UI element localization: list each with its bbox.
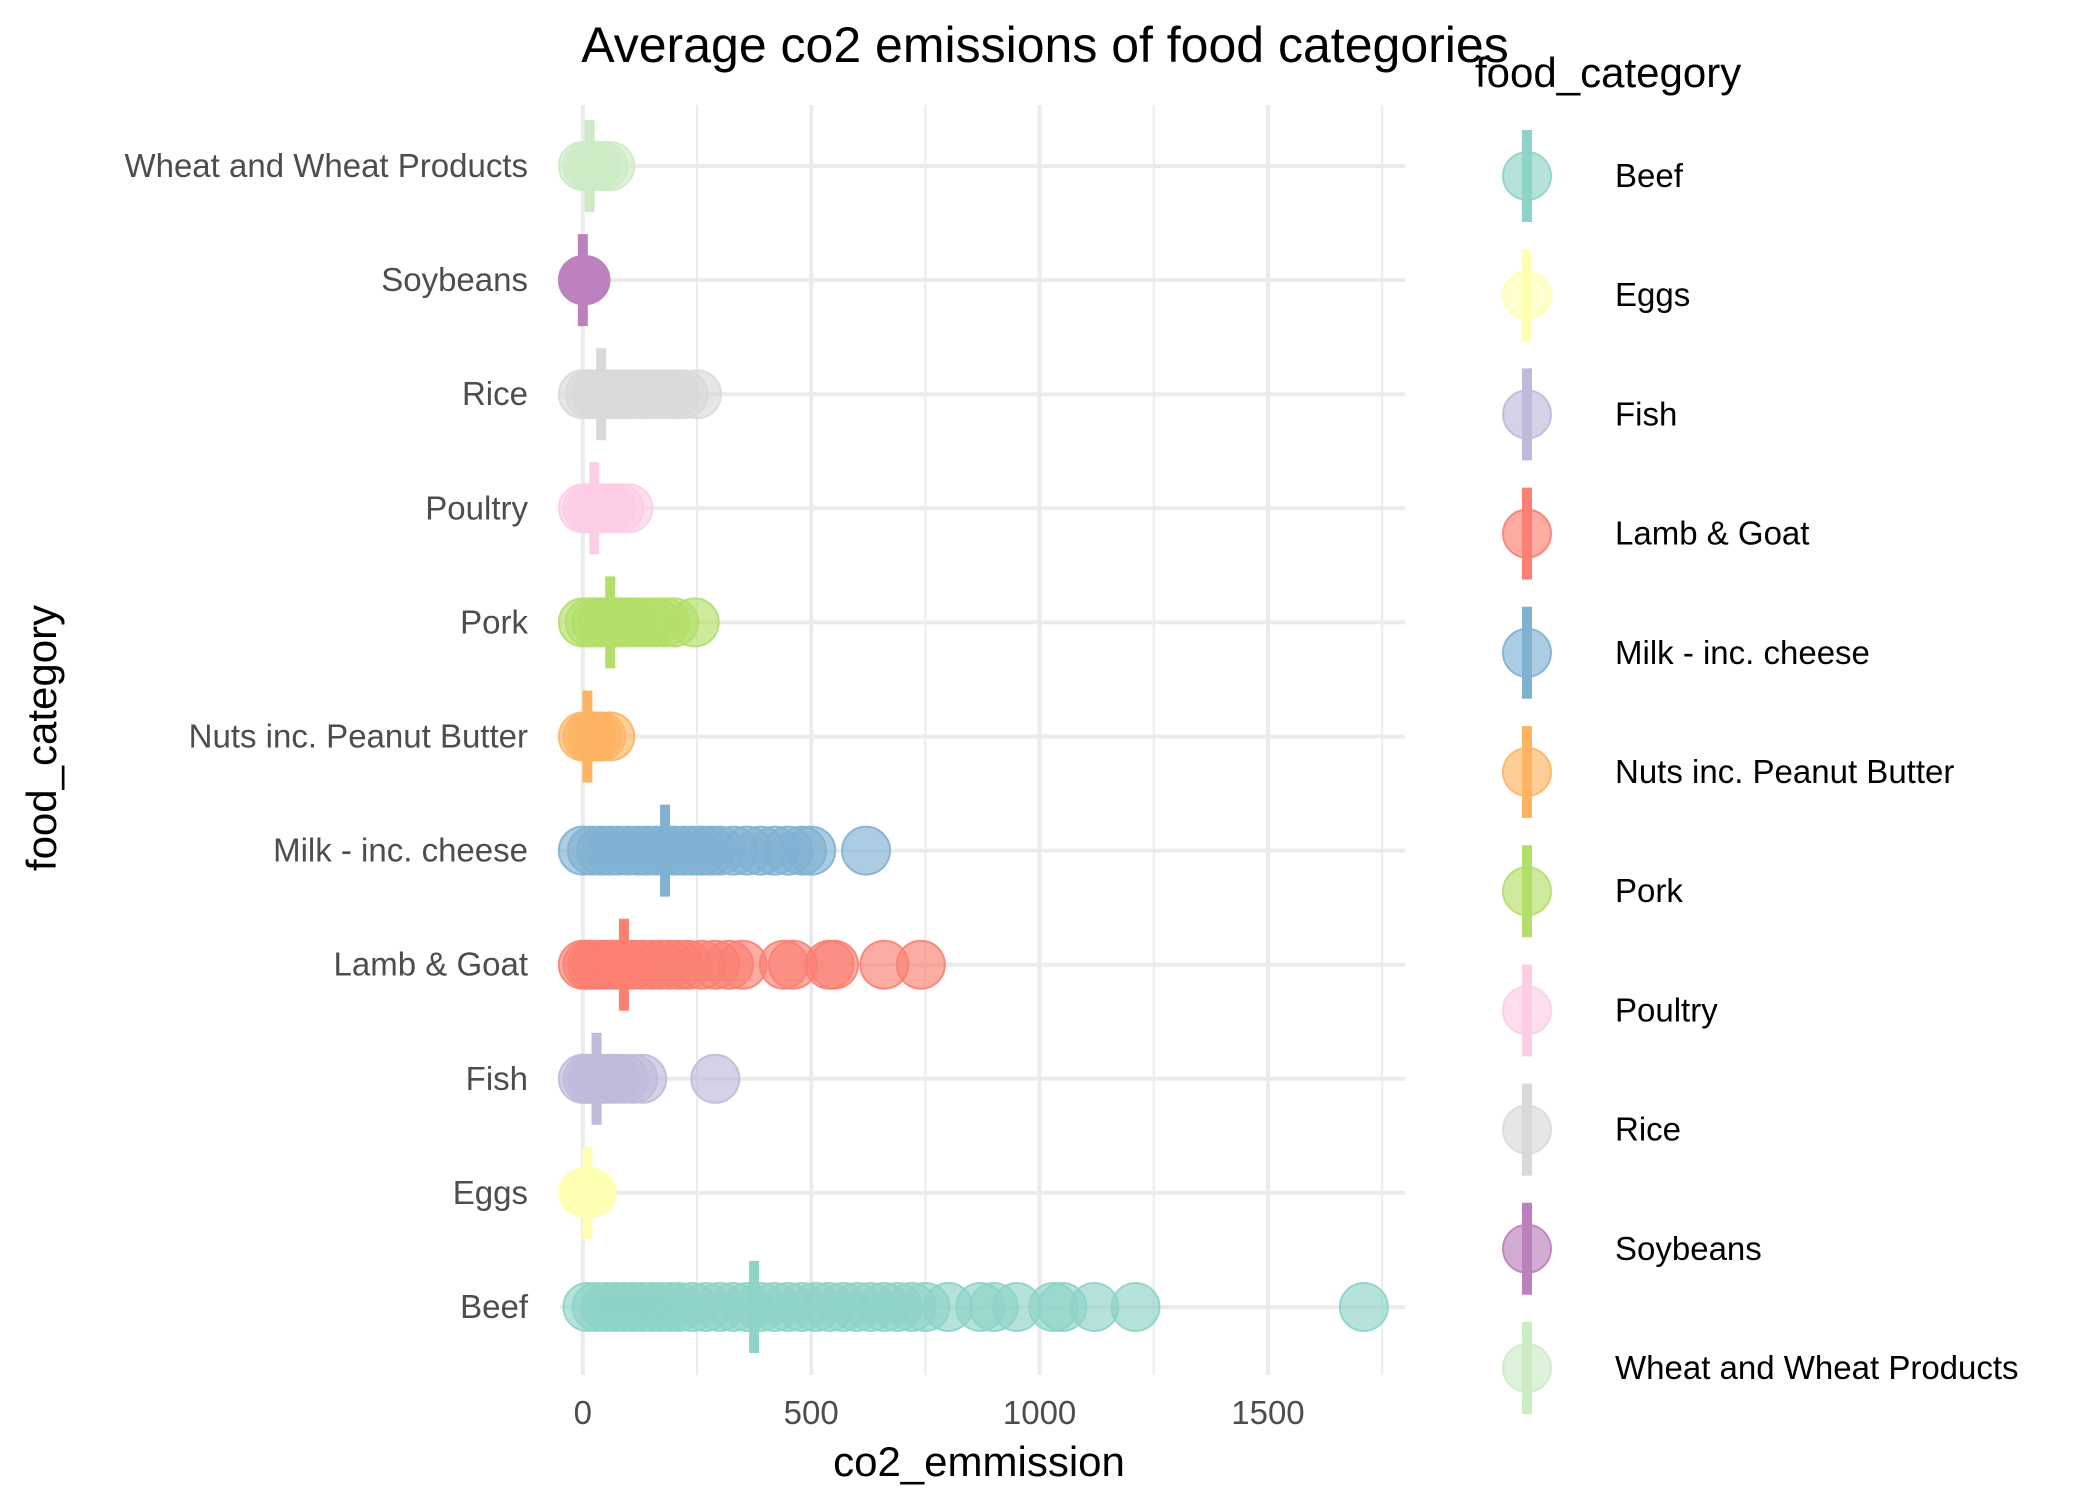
legend-item-milk-inc-cheese: Milk - inc. cheese	[1502, 606, 1870, 699]
y-tick-label: Pork	[460, 603, 528, 640]
legend-item-pork: Pork	[1502, 845, 1683, 938]
series-rice	[557, 348, 723, 441]
legend-item-poultry: Poultry	[1502, 964, 1718, 1057]
legend-items: Beef Eggs Fish Lamb & Goat Milk - inc. chees…	[1502, 130, 2019, 1414]
legend-item-soybeans: Soybeans	[1502, 1202, 1762, 1295]
y-tick-label: Rice	[462, 375, 528, 412]
series-soybeans	[557, 234, 611, 327]
y-axis-label: food_category	[18, 605, 65, 871]
legend-label: Poultry	[1615, 991, 1718, 1028]
legend-title: food_category	[1475, 49, 1741, 96]
legend-item-wheat-and-wheat-products: Wheat and Wheat Products	[1502, 1322, 2019, 1414]
x-tick-label: 1000	[1003, 1394, 1076, 1431]
legend: food_category Beef Eggs Fish Lamb & Goat Mil…	[1475, 49, 2019, 1414]
y-tick-label: Fish	[466, 1060, 528, 1097]
legend-label: Soybeans	[1615, 1230, 1762, 1267]
legend-label: Nuts inc. Peanut Butter	[1615, 753, 1954, 790]
data-point	[603, 483, 654, 534]
grid	[560, 105, 1405, 1375]
legend-item-lamb-goat: Lamb & Goat	[1502, 487, 1809, 580]
y-tick-label: Poultry	[425, 489, 528, 526]
data-point	[690, 1053, 741, 1104]
y-tick-label: Wheat and Wheat Products	[124, 147, 528, 184]
data-point	[1110, 1282, 1161, 1332]
series-poultry	[557, 462, 654, 555]
legend-item-fish: Fish	[1502, 368, 1677, 461]
series-lamb-goat	[557, 918, 946, 1011]
series-wheat-and-wheat-products	[557, 120, 636, 212]
x-tick-label: 0	[574, 1394, 592, 1431]
data-marks	[557, 120, 1389, 1353]
y-tick-label: Nuts inc. Peanut Butter	[189, 718, 528, 755]
legend-item-beef: Beef	[1502, 130, 1684, 222]
y-tick-label: Lamb & Goat	[334, 946, 528, 983]
x-tick-label: 1500	[1231, 1394, 1304, 1431]
legend-label: Milk - inc. cheese	[1615, 634, 1870, 671]
data-point	[585, 711, 636, 762]
x-tick-label: 500	[784, 1394, 839, 1431]
legend-label: Pork	[1615, 872, 1683, 909]
legend-item-rice: Rice	[1502, 1083, 1681, 1176]
series-pork	[557, 576, 720, 669]
data-point	[672, 369, 723, 420]
data-point	[669, 597, 720, 648]
data-point	[809, 939, 860, 990]
legend-label: Wheat and Wheat Products	[1615, 1349, 2019, 1386]
series-nuts-inc-peanut-butter	[557, 690, 636, 783]
y-tick-label: Eggs	[453, 1174, 528, 1211]
data-point	[1338, 1282, 1389, 1332]
series-milk-inc-cheese	[557, 804, 892, 897]
x-axis-label: co2_emmission	[833, 1438, 1125, 1485]
data-point	[841, 825, 892, 876]
series-eggs	[557, 1146, 617, 1239]
legend-label: Eggs	[1615, 276, 1690, 313]
y-tick-label: Soybeans	[381, 261, 528, 298]
series-beef	[562, 1261, 1389, 1353]
legend-label: Rice	[1615, 1111, 1681, 1148]
legend-item-eggs: Eggs	[1502, 249, 1690, 342]
series-fish	[557, 1032, 741, 1125]
legend-label: Lamb & Goat	[1615, 515, 1809, 552]
y-tick-labels: Beef Eggs Fish Lamb & Goat Milk - inc. chees…	[124, 147, 528, 1325]
legend-label: Beef	[1615, 157, 1684, 194]
y-tick-label: Beef	[460, 1288, 529, 1325]
legend-label: Fish	[1615, 395, 1677, 432]
x-tick-labels: 0 500 1000 1500	[574, 1394, 1305, 1431]
data-point	[617, 1053, 668, 1104]
chart-title: Average co2 emissions of food categories	[581, 17, 1508, 73]
legend-item-nuts-inc-peanut-butter: Nuts inc. Peanut Butter	[1502, 726, 1954, 818]
y-tick-label: Milk - inc. cheese	[273, 832, 528, 869]
data-point	[895, 939, 946, 990]
data-point	[786, 825, 837, 876]
